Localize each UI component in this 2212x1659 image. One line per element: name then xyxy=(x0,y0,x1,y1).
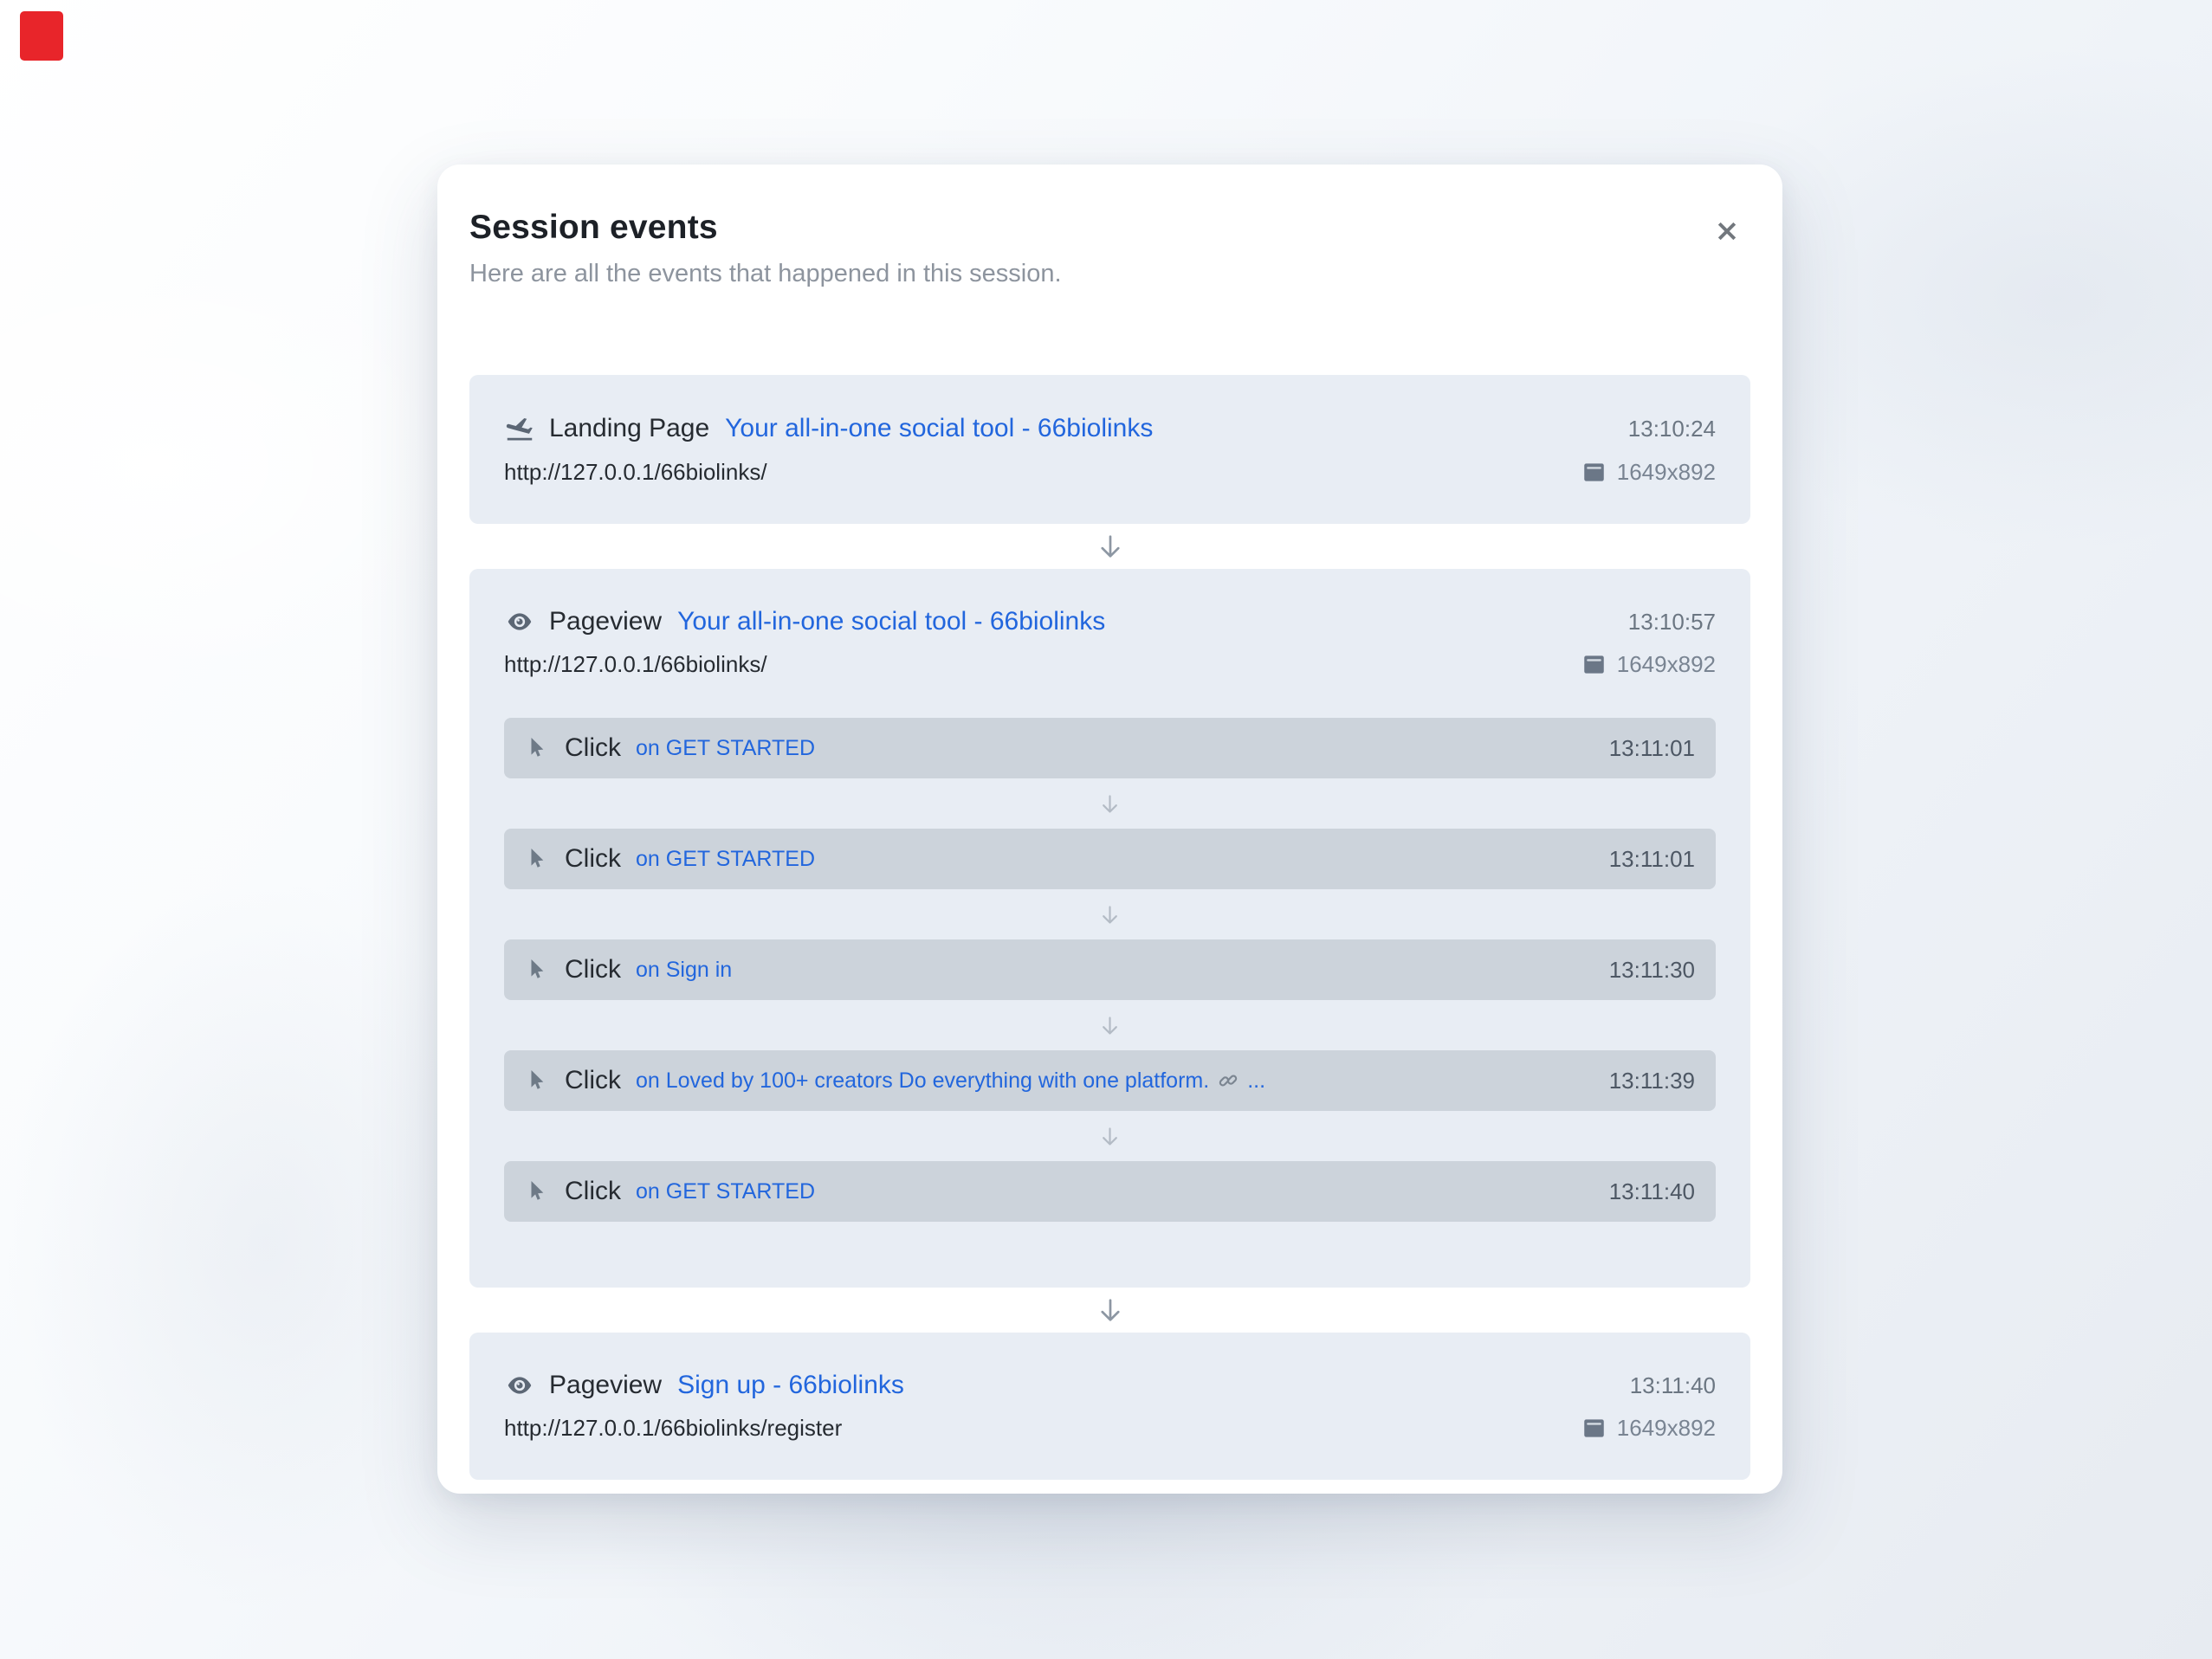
event-meta-row: http://127.0.0.1/66biolinks/register 164… xyxy=(504,1415,1716,1442)
screen-resolution: 1649x892 xyxy=(1616,1415,1716,1442)
click-target: on GET STARTED xyxy=(636,1178,816,1204)
modal-header: Session events Here are all the events t… xyxy=(469,208,1750,289)
flow-connector xyxy=(469,524,1750,569)
event-url: http://127.0.0.1/66biolinks/register xyxy=(504,1415,843,1442)
display-icon xyxy=(1584,463,1604,481)
click-label: Click xyxy=(565,1066,621,1095)
eye-icon xyxy=(504,1372,535,1399)
click-label: Click xyxy=(565,1177,621,1206)
session-events-modal: Session events Here are all the events t… xyxy=(437,165,1782,1494)
plane-arrival-icon xyxy=(504,413,535,444)
event-meta-row: http://127.0.0.1/66biolinks/ 1649x892 xyxy=(504,459,1716,486)
screen-resolution-badge: 1649x892 xyxy=(1582,1415,1716,1442)
page-title-link[interactable]: Sign up - 66biolinks xyxy=(677,1371,904,1400)
arrow-down-icon xyxy=(1103,1126,1117,1146)
screen-resolution-badge: 1649x892 xyxy=(1582,459,1716,486)
link-icon xyxy=(1219,1075,1238,1087)
arrow-down-icon xyxy=(1100,1299,1120,1321)
event-time: 13:10:24 xyxy=(1627,415,1716,442)
page-title-link[interactable]: Your all-in-one social tool - 66biolinks xyxy=(725,414,1154,443)
event-header-row: Landing Page Your all-in-one social tool… xyxy=(504,413,1716,444)
click-time: 13:11:30 xyxy=(1608,956,1695,983)
click-target: on Sign in xyxy=(636,957,733,982)
screen-resolution: 1649x892 xyxy=(1616,651,1716,678)
click-target: on GET STARTED xyxy=(636,735,816,760)
click-label: Click xyxy=(565,733,621,763)
arrow-down-icon xyxy=(1103,905,1117,924)
event-type-label: Pageview xyxy=(549,607,663,636)
page-title-link[interactable]: Your all-in-one social tool - 66biolinks xyxy=(677,607,1106,636)
click-label: Click xyxy=(565,955,621,984)
mouse-pointer-icon xyxy=(525,735,547,761)
click-time: 13:11:40 xyxy=(1608,1178,1695,1204)
display-icon xyxy=(1584,1419,1604,1437)
arrow-down-icon xyxy=(1103,794,1117,813)
flow-connector-small xyxy=(504,778,1716,829)
mouse-pointer-icon xyxy=(525,957,547,983)
event-header-row: Pageview Sign up - 66biolinks 13:11:40 xyxy=(504,1371,1716,1400)
mouse-pointer-icon xyxy=(525,1068,547,1094)
click-time: 13:11:39 xyxy=(1608,1067,1695,1094)
event-url: http://127.0.0.1/66biolinks/ xyxy=(504,651,767,678)
close-button[interactable] xyxy=(1707,211,1747,251)
click-events-list: Click on GET STARTED 13:11:01 xyxy=(504,718,1716,1223)
click-target: on Loved by 100+ creators Do everything … xyxy=(636,1068,1266,1093)
event-header-row: Pageview Your all-in-one social tool - 6… xyxy=(504,607,1716,636)
recording-indicator xyxy=(20,11,63,61)
event-type-label: Landing Page xyxy=(549,414,710,443)
event-card-pageview: Pageview Your all-in-one social tool - 6… xyxy=(469,569,1750,1288)
event-url: http://127.0.0.1/66biolinks/ xyxy=(504,459,767,486)
event-time: 13:11:40 xyxy=(1629,1372,1716,1398)
click-event-row: Click on GET STARTED 13:11:01 xyxy=(504,718,1716,779)
arrow-down-icon xyxy=(1100,535,1120,558)
event-card-pageview-signup: Pageview Sign up - 66biolinks 13:11:40 h… xyxy=(469,1333,1750,1481)
eye-icon xyxy=(504,608,535,636)
click-time: 13:11:01 xyxy=(1608,734,1695,761)
click-time: 13:11:01 xyxy=(1608,845,1695,872)
modal-title: Session events xyxy=(469,209,718,246)
screen-resolution: 1649x892 xyxy=(1616,459,1716,486)
click-event-row: Click on GET STARTED 13:11:40 xyxy=(504,1161,1716,1223)
event-card-landing-page: Landing Page Your all-in-one social tool… xyxy=(469,375,1750,525)
flow-connector-small xyxy=(504,1111,1716,1161)
mouse-pointer-icon xyxy=(525,846,547,872)
flow-connector xyxy=(469,1288,1750,1333)
click-event-row: Click on Loved by 100+ creators Do every… xyxy=(504,1050,1716,1112)
click-target: on GET STARTED xyxy=(636,846,816,871)
event-meta-row: http://127.0.0.1/66biolinks/ 1649x892 xyxy=(504,651,1716,678)
click-event-row: Click on GET STARTED 13:11:01 xyxy=(504,829,1716,890)
screen-resolution-badge: 1649x892 xyxy=(1582,651,1716,678)
mouse-pointer-icon xyxy=(525,1178,547,1204)
flow-connector-small xyxy=(504,1000,1716,1050)
event-type-label: Pageview xyxy=(549,1371,663,1400)
events-list: Landing Page Your all-in-one social tool… xyxy=(469,375,1750,1481)
flow-connector-small xyxy=(504,889,1716,939)
click-event-row: Click on Sign in 13:11:30 xyxy=(504,939,1716,1001)
close-icon xyxy=(1717,222,1737,241)
event-time: 13:10:57 xyxy=(1627,608,1716,635)
arrow-down-icon xyxy=(1103,1016,1117,1035)
modal-subtitle: Here are all the events that happened in… xyxy=(469,259,1062,287)
click-label: Click xyxy=(565,844,621,874)
display-icon xyxy=(1584,655,1604,674)
